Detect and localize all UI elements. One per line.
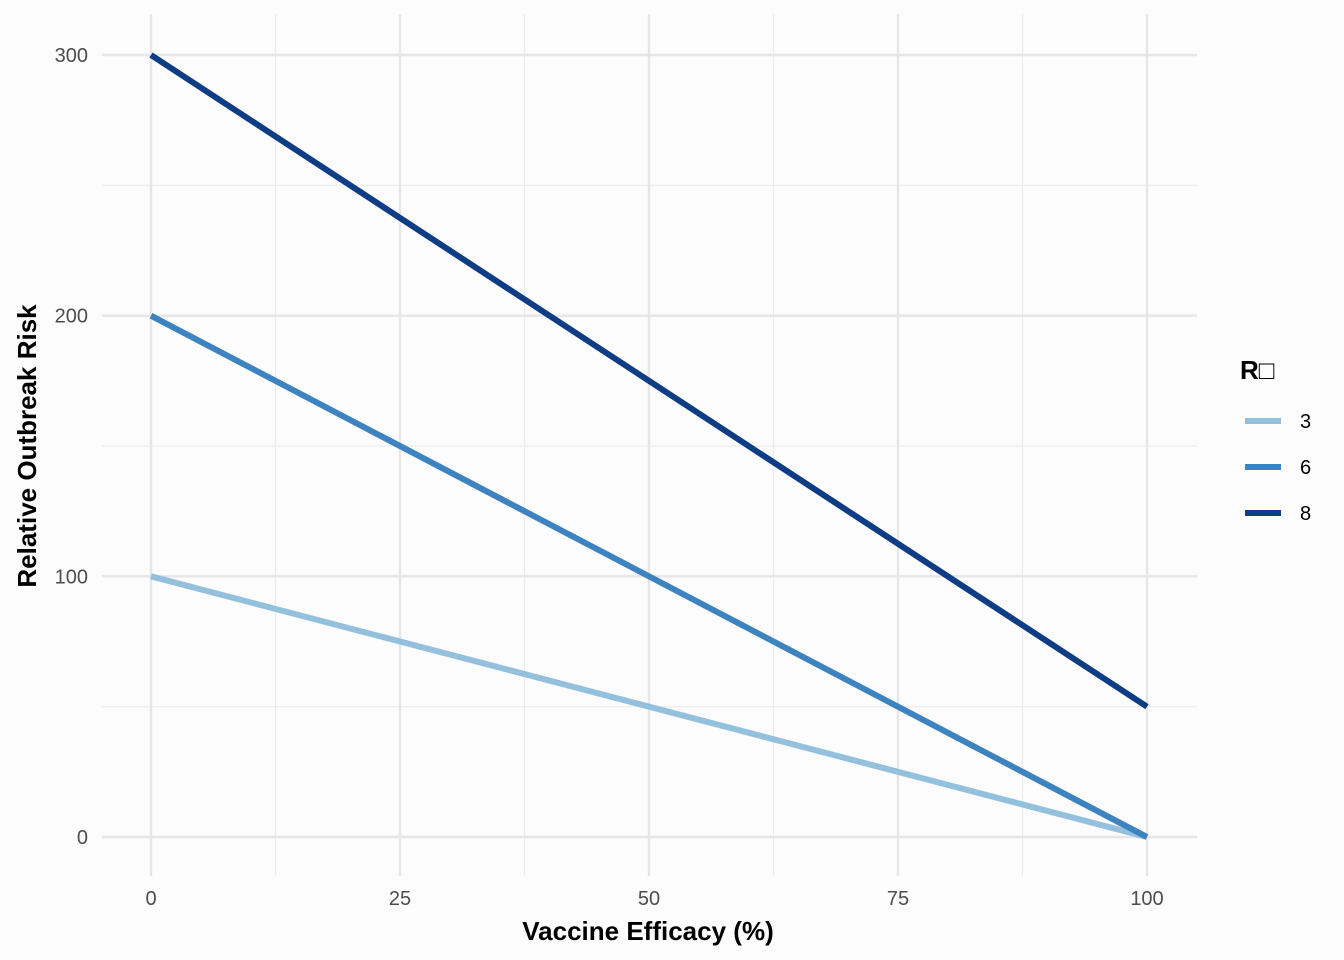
legend-label: 3: [1300, 411, 1311, 433]
legend-label: 8: [1300, 503, 1311, 525]
y-axis-title: Relative Outbreak Risk: [12, 304, 42, 588]
series-line-8: [149, 52, 1149, 710]
x-tick-label: 75: [887, 888, 909, 910]
legend: R□ 3 6 8: [1240, 355, 1311, 525]
x-tick-label: 0: [145, 888, 156, 910]
legend-label: 6: [1300, 457, 1311, 479]
x-tick-label: 25: [389, 888, 411, 910]
series-line-3: [150, 573, 1148, 840]
y-tick-label: 200: [55, 306, 88, 328]
legend-title: R□: [1240, 355, 1275, 385]
y-tick-label: 100: [55, 566, 88, 588]
y-axis-ticks: 0 100 200 300: [55, 45, 88, 849]
x-axis-ticks: 0 25 50 75 100: [145, 888, 1163, 910]
series-line-6: [149, 313, 1149, 840]
y-tick-label: 300: [55, 45, 88, 67]
y-tick-label: 0: [77, 827, 88, 849]
x-axis-title: Vaccine Efficacy (%): [522, 916, 773, 946]
series-lines: [149, 52, 1149, 840]
grid: [102, 14, 1197, 876]
x-tick-label: 100: [1130, 888, 1163, 910]
x-tick-label: 50: [638, 888, 660, 910]
